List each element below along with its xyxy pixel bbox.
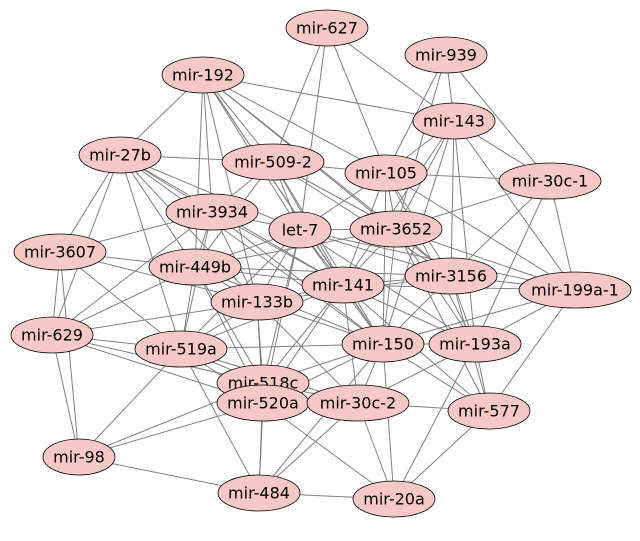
node-mir-30c-1: mir-30c-1	[499, 163, 601, 199]
node-label: mir-3934	[176, 203, 248, 222]
node-label: let-7	[282, 221, 319, 240]
node-label: mir-519a	[145, 340, 217, 359]
node-mir-939: mir-939	[405, 37, 487, 73]
node-mir-629: mir-629	[11, 317, 93, 353]
node-mir-150: mir-150	[342, 326, 424, 362]
node-label: mir-577	[458, 402, 520, 421]
node-mir-199a-1: mir-199a-1	[519, 272, 631, 308]
node-mir-192: mir-192	[162, 57, 244, 93]
node-label: mir-449b	[159, 258, 231, 277]
node-mir-509-2: mir-509-2	[222, 144, 324, 180]
node-mir-105: mir-105	[345, 155, 427, 191]
node-mir-20a: mir-20a	[353, 481, 435, 517]
edge	[451, 121, 454, 276]
edge	[60, 252, 79, 457]
edge	[396, 55, 446, 229]
node-label: mir-98	[53, 448, 105, 467]
node-label: mir-199a-1	[531, 281, 619, 300]
node-mir-133b: mir-133b	[211, 284, 303, 320]
node-mir-30c-2: mir-30c-2	[307, 385, 409, 421]
node-label: mir-3652	[360, 220, 432, 239]
node-mir-577: mir-577	[448, 393, 530, 429]
node-label: mir-3607	[24, 243, 96, 262]
node-label: mir-484	[228, 484, 290, 503]
node-label: mir-30c-1	[512, 172, 588, 191]
node-mir-141: mir-141	[302, 267, 384, 303]
node-label: mir-143	[423, 112, 485, 131]
node-label: mir-27b	[89, 146, 151, 165]
edge	[475, 181, 550, 344]
node-mir-3607: mir-3607	[14, 234, 106, 270]
node-label: mir-627	[296, 19, 358, 38]
node-mir-193a: mir-193a	[429, 326, 521, 362]
node-label: mir-20a	[363, 490, 425, 509]
node-mir-3156: mir-3156	[405, 258, 497, 294]
node-label: mir-141	[312, 276, 374, 295]
node-label: mir-520a	[227, 394, 299, 413]
node-mir-3652: mir-3652	[350, 211, 442, 247]
node-label: mir-509-2	[234, 153, 312, 172]
node-label: mir-939	[415, 46, 477, 65]
node-mir-143: mir-143	[413, 103, 495, 139]
edge	[195, 75, 203, 267]
node-mir-3934: mir-3934	[166, 194, 258, 230]
node-label: mir-193a	[439, 335, 511, 354]
edge	[383, 344, 394, 499]
node-label: mir-30c-2	[320, 394, 396, 413]
node-mir-27b: mir-27b	[79, 137, 161, 173]
node-mir-627: mir-627	[286, 10, 368, 46]
node-mir-98: mir-98	[43, 439, 115, 475]
node-label: mir-3156	[415, 267, 487, 286]
node-label: mir-150	[352, 335, 414, 354]
network-diagram: mir-627 mir-939 mir-192 mir-143 mir-27b mir-5…	[0, 0, 640, 541]
node-mir-519a: mir-519a	[135, 331, 227, 367]
node-label: mir-192	[172, 66, 234, 85]
node-mir-449b: mir-449b	[149, 249, 241, 285]
node-let-7: let-7	[269, 212, 331, 248]
node-mir-484: mir-484	[218, 475, 300, 511]
node-label: mir-629	[21, 326, 83, 345]
edge	[273, 28, 327, 162]
node-label: mir-133b	[221, 293, 293, 312]
node-mir-520a: mir-520a	[217, 385, 309, 421]
node-label: mir-105	[355, 164, 417, 183]
